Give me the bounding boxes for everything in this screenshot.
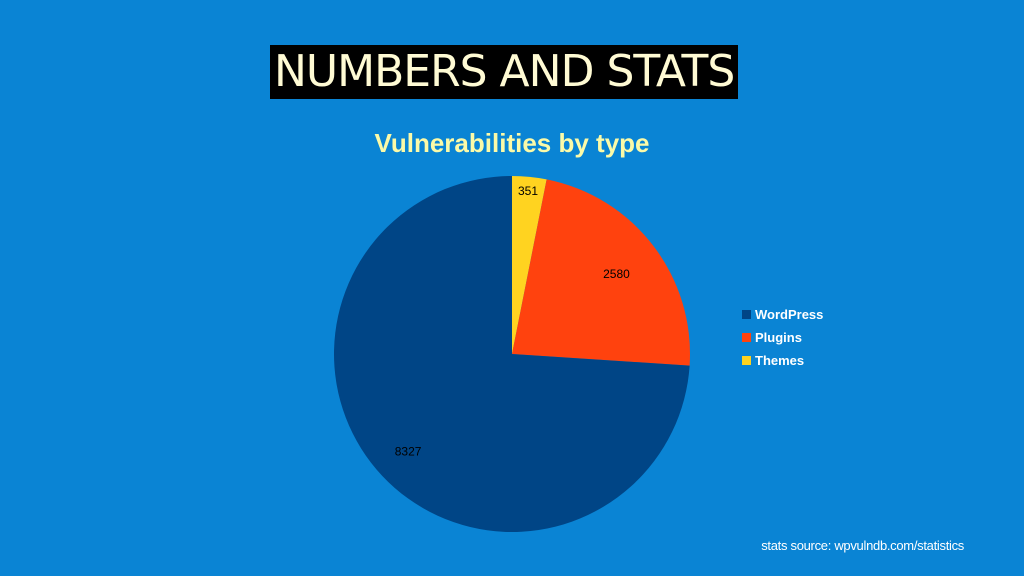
- legend-label-wordpress: WordPress: [755, 307, 823, 322]
- legend-label-themes: Themes: [755, 353, 804, 368]
- legend-swatch-themes: [742, 356, 751, 365]
- legend: WordPress Plugins Themes: [742, 307, 823, 368]
- legend-label-plugins: Plugins: [755, 330, 802, 345]
- pie-slice-plugins: [512, 179, 690, 366]
- pie-data-labels: 351 2580 8327: [395, 184, 630, 458]
- pie-slice-themes: [512, 176, 547, 354]
- pie-slices: [334, 176, 690, 532]
- pie-slice-wordpress: [334, 176, 690, 532]
- chart-title: Vulnerabilities by type: [374, 128, 650, 158]
- data-label-wordpress: 8327: [395, 444, 422, 458]
- slide-title: NUMBERS AND STATS: [270, 45, 739, 99]
- data-label-plugins: 2580: [603, 267, 630, 281]
- data-label-themes: 351: [518, 184, 538, 198]
- legend-swatch-plugins: [742, 333, 751, 342]
- legend-swatch-wordpress: [742, 310, 751, 319]
- stats-source: stats source: wpvulndb.com/statistics: [761, 538, 964, 553]
